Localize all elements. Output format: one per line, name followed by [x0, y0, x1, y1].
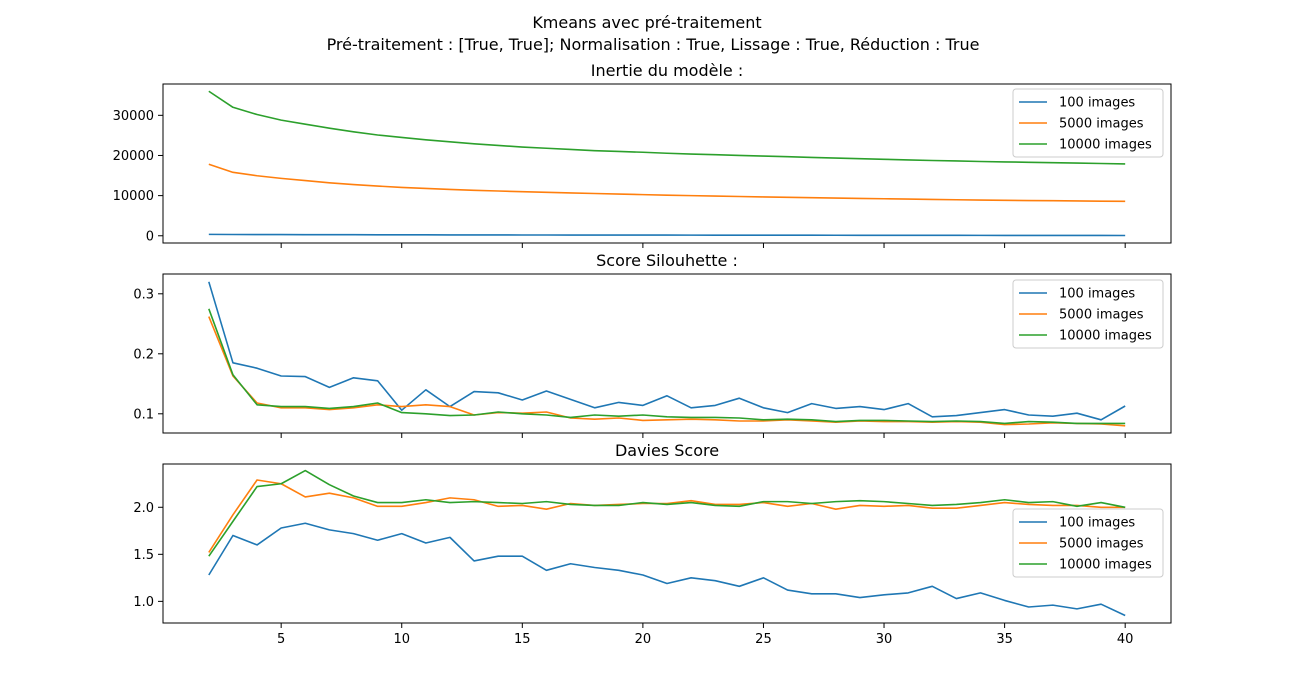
x-tick-label: 15: [514, 632, 531, 647]
figure-title: Kmeans avec pré-traitement: [532, 13, 761, 32]
legend-label: 100 images: [1059, 287, 1135, 302]
legend-label: 10000 images: [1059, 558, 1152, 573]
y-tick-label: 10000: [113, 189, 154, 204]
legend-box: [1012, 279, 1164, 349]
axes-frame: [162, 83, 1172, 244]
y-tick-label: 0: [146, 229, 154, 244]
y-tick-label: 2.0: [133, 501, 154, 516]
silhouette-chart: Score Silouhette : 0.1 0.2 0.3 100 images 500…: [133, 251, 1172, 438]
legend: 100 images 5000 images 10000 images: [1012, 508, 1164, 578]
y-tick-label: 0.1: [133, 407, 154, 422]
davies-chart: Davies Score 1.0 1.5 2.0 5 10 15 20 25 30 35 40 100 …: [133, 441, 1172, 647]
y-tick-label: 30000: [113, 109, 154, 124]
y-tick-label: 0.2: [133, 347, 154, 362]
legend: 100 images 5000 images 10000 images: [1012, 279, 1164, 349]
series-line-100-images: [208, 233, 1126, 237]
series-line-10000-images: [208, 308, 1126, 425]
panel-title: Score Silouhette :: [596, 251, 738, 270]
x-tick-label: 5: [277, 632, 285, 647]
panel-title: Inertie du modèle :: [591, 61, 743, 80]
legend-box: [1012, 88, 1164, 158]
series-line-10000-images: [208, 469, 1126, 557]
y-tick-label: 1.5: [133, 548, 154, 563]
x-tick-label: 10: [393, 632, 410, 647]
x-tick-label: 20: [635, 632, 652, 647]
legend-label: 10000 images: [1059, 138, 1152, 153]
series-line-5000-images: [208, 479, 1126, 553]
legend-label: 10000 images: [1059, 329, 1152, 344]
axes-frame: [162, 273, 1172, 434]
figure-subtitle: Pré-traitement : [True, True]; Normalisa…: [327, 35, 980, 54]
series-line-5000-images: [208, 163, 1126, 203]
series-line-10000-images: [208, 90, 1126, 165]
series-line-100-images: [208, 522, 1126, 617]
series-line-5000-images: [208, 316, 1126, 427]
y-tick-label: 0.3: [133, 287, 154, 302]
legend: 100 images 5000 images 10000 images: [1012, 88, 1164, 158]
legend-label: 100 images: [1059, 516, 1135, 531]
inertia-chart: Inertie du modèle : 0 10000 20000 30000 100 i…: [113, 61, 1172, 248]
legend-label: 5000 images: [1059, 537, 1144, 552]
series-line-100-images: [208, 281, 1126, 421]
x-tick-label: 25: [755, 632, 772, 647]
x-tick-label: 30: [876, 632, 893, 647]
y-tick-label: 1.0: [133, 595, 154, 610]
y-tick-label: 20000: [113, 149, 154, 164]
x-tick-label: 40: [1117, 632, 1134, 647]
legend-box: [1012, 508, 1164, 578]
legend-label: 100 images: [1059, 96, 1135, 111]
panel-title: Davies Score: [615, 441, 719, 460]
legend-label: 5000 images: [1059, 117, 1144, 132]
axes-frame: [162, 463, 1172, 624]
x-tick-label: 35: [996, 632, 1013, 647]
legend-label: 5000 images: [1059, 308, 1144, 323]
